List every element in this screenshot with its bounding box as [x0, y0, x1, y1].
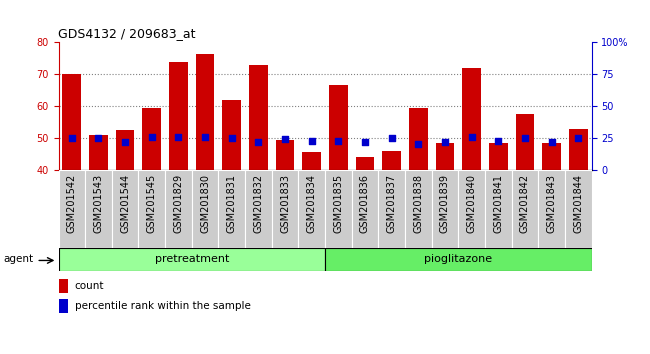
Bar: [329, 85, 348, 170]
Bar: [298, 170, 325, 248]
Point: [467, 134, 477, 139]
Bar: [409, 108, 428, 170]
Point: [520, 135, 530, 141]
Text: GSM201831: GSM201831: [227, 174, 237, 233]
Bar: [489, 143, 508, 170]
Point: [67, 135, 77, 141]
Bar: [276, 139, 294, 170]
Point: [280, 137, 291, 142]
Text: GSM201837: GSM201837: [387, 174, 396, 233]
Point: [307, 138, 317, 143]
Point: [547, 139, 557, 145]
Text: GSM201843: GSM201843: [547, 174, 556, 233]
Text: GSM201544: GSM201544: [120, 174, 130, 233]
Bar: [58, 248, 325, 271]
Bar: [58, 279, 68, 293]
Point: [173, 134, 184, 139]
Bar: [222, 100, 241, 170]
Bar: [352, 170, 378, 248]
Text: GSM201830: GSM201830: [200, 174, 210, 233]
Point: [413, 142, 424, 147]
Text: GSM201835: GSM201835: [333, 174, 343, 233]
Bar: [325, 248, 592, 271]
Point: [493, 138, 504, 143]
Bar: [249, 65, 268, 170]
Bar: [356, 157, 374, 170]
Point: [386, 135, 396, 141]
Text: GSM201841: GSM201841: [493, 174, 503, 233]
Bar: [432, 170, 458, 248]
Point: [439, 139, 450, 145]
Text: GSM201833: GSM201833: [280, 174, 290, 233]
Bar: [485, 170, 512, 248]
Bar: [436, 143, 454, 170]
Bar: [165, 170, 192, 248]
Text: GSM201545: GSM201545: [147, 174, 157, 233]
Bar: [565, 170, 592, 248]
Bar: [512, 170, 538, 248]
Point: [254, 139, 264, 145]
Bar: [378, 170, 405, 248]
Bar: [515, 114, 534, 170]
Text: count: count: [75, 281, 104, 291]
Point: [360, 139, 370, 145]
Bar: [142, 108, 161, 170]
Text: GSM201542: GSM201542: [67, 174, 77, 233]
Text: pretreatment: pretreatment: [155, 254, 229, 264]
Text: GSM201836: GSM201836: [360, 174, 370, 233]
Bar: [272, 170, 298, 248]
Bar: [62, 74, 81, 170]
Bar: [302, 152, 321, 170]
Bar: [458, 170, 485, 248]
Bar: [85, 170, 112, 248]
Bar: [382, 151, 401, 170]
Bar: [169, 62, 188, 170]
Bar: [89, 135, 108, 170]
Bar: [58, 170, 85, 248]
Text: pioglitazone: pioglitazone: [424, 254, 492, 264]
Point: [227, 135, 237, 141]
Point: [573, 135, 584, 141]
Text: GSM201834: GSM201834: [307, 174, 317, 233]
Bar: [538, 170, 565, 248]
Bar: [325, 170, 352, 248]
Bar: [116, 130, 135, 170]
Point: [200, 134, 211, 139]
Point: [94, 135, 104, 141]
Bar: [218, 170, 245, 248]
Bar: [569, 129, 588, 170]
Text: GDS4132 / 209683_at: GDS4132 / 209683_at: [58, 27, 196, 40]
Bar: [542, 143, 561, 170]
Bar: [462, 68, 481, 170]
Bar: [58, 298, 68, 313]
Text: GSM201839: GSM201839: [440, 174, 450, 233]
Text: GSM201842: GSM201842: [520, 174, 530, 233]
Text: GSM201840: GSM201840: [467, 174, 476, 233]
Text: percentile rank within the sample: percentile rank within the sample: [75, 301, 251, 311]
Bar: [245, 170, 272, 248]
Text: GSM201844: GSM201844: [573, 174, 583, 233]
Bar: [138, 170, 165, 248]
Text: GSM201832: GSM201832: [254, 174, 263, 233]
Point: [120, 139, 130, 145]
Text: agent: agent: [3, 253, 33, 263]
Text: GSM201829: GSM201829: [174, 174, 183, 233]
Text: GSM201543: GSM201543: [94, 174, 103, 233]
Bar: [112, 170, 138, 248]
Bar: [405, 170, 432, 248]
Point: [333, 138, 343, 143]
Text: GSM201838: GSM201838: [413, 174, 423, 233]
Point: [147, 134, 157, 139]
Bar: [192, 170, 218, 248]
Bar: [196, 53, 215, 170]
